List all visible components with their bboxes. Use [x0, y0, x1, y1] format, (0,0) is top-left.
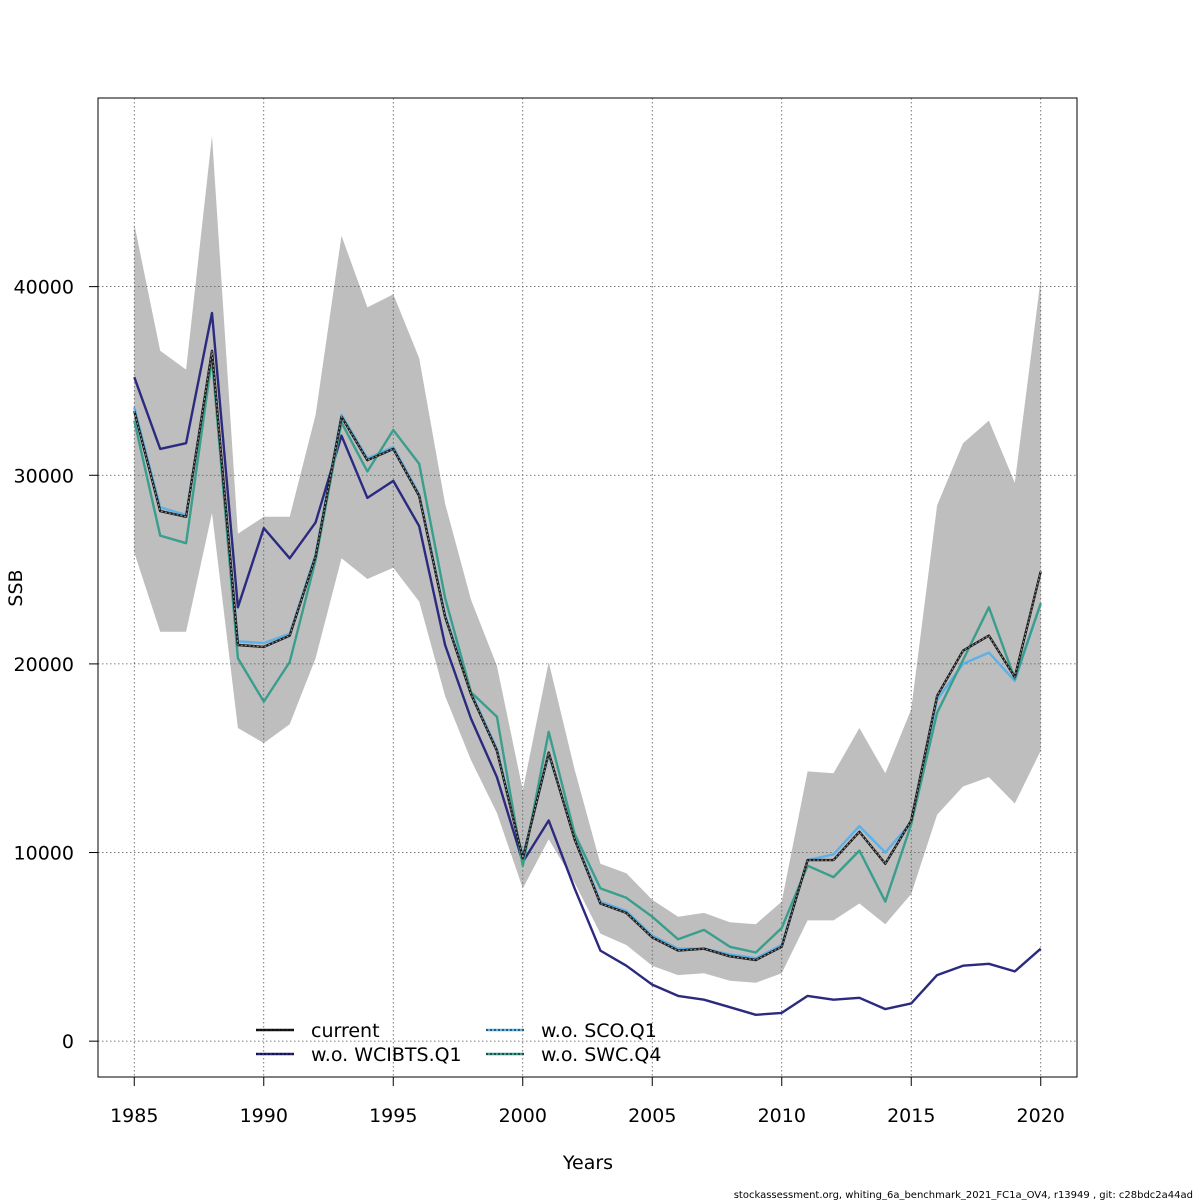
confidence-band-layer: [134, 135, 1041, 983]
x-axis: 1985 1990 1995 2000 2005 2010 2015 2020: [110, 1076, 1065, 1127]
y-tick-label: 40000: [14, 277, 74, 299]
y-axis: 0 10000 20000 30000 40000: [14, 277, 98, 1053]
x-tick-label: 2010: [758, 1105, 806, 1127]
x-tick-label: 1990: [240, 1105, 288, 1127]
y-axis-label: SSB: [5, 569, 27, 606]
series-line-w-o-swc-q4: [133, 357, 1042, 954]
legend-label-w-o-wcibts-q1: w.o. WCIBTS.Q1: [311, 1044, 462, 1066]
x-tick-label: 2000: [499, 1105, 547, 1127]
legend-label-w-o-swc-q4: w.o. SWC.Q4: [541, 1044, 661, 1066]
credit-text: stockassessment.org, whiting_6a_benchmar…: [734, 1190, 1193, 1200]
legend-label-w-o-sco-q1: w.o. SCO.Q1: [541, 1020, 657, 1042]
x-tick-label: 2005: [628, 1105, 676, 1127]
x-tick-label: 2015: [887, 1105, 935, 1127]
y-tick-label: 0: [62, 1031, 74, 1053]
x-tick-label: 2020: [1017, 1105, 1065, 1127]
x-tick-label: 1985: [110, 1105, 158, 1127]
y-tick-label: 20000: [14, 654, 74, 676]
series-line-w-o-wcibts-q1: [133, 311, 1042, 1016]
grid-layer: [98, 98, 1077, 1077]
legend-label-current: current: [311, 1020, 380, 1042]
y-tick-label: 30000: [14, 465, 74, 487]
confidence-band: [134, 135, 1041, 983]
y-tick-label: 10000: [14, 843, 74, 865]
series-layer: [133, 311, 1042, 1016]
x-axis-label: Years: [562, 1152, 613, 1174]
x-tick-label: 1995: [369, 1105, 417, 1127]
series-line-current-overlay: [133, 350, 1042, 961]
